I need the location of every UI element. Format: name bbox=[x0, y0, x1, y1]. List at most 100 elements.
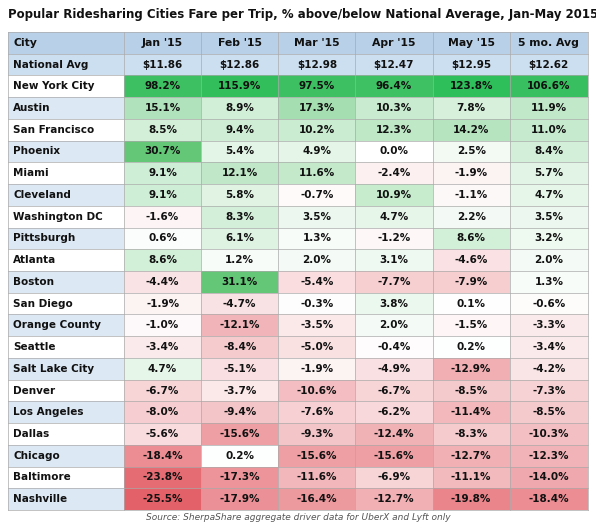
Bar bbox=[510, 445, 588, 467]
Bar bbox=[201, 380, 278, 401]
Text: -12.9%: -12.9% bbox=[451, 364, 491, 374]
Bar bbox=[124, 76, 201, 97]
Text: Feb '15: Feb '15 bbox=[218, 38, 262, 48]
Bar bbox=[433, 206, 510, 228]
Text: 0.2%: 0.2% bbox=[225, 451, 254, 461]
Bar bbox=[124, 467, 201, 488]
Bar bbox=[278, 467, 355, 488]
Bar bbox=[355, 184, 433, 206]
Text: -1.5%: -1.5% bbox=[455, 320, 488, 331]
Text: -23.8%: -23.8% bbox=[142, 473, 183, 483]
Bar bbox=[510, 206, 588, 228]
Bar bbox=[201, 184, 278, 206]
Bar bbox=[8, 336, 124, 358]
Bar bbox=[510, 32, 588, 54]
Text: Los Angeles: Los Angeles bbox=[13, 407, 83, 417]
Bar bbox=[278, 249, 355, 271]
Text: $12.86: $12.86 bbox=[219, 60, 260, 70]
Text: 0.6%: 0.6% bbox=[148, 233, 177, 243]
Text: -12.1%: -12.1% bbox=[219, 320, 260, 331]
Text: -25.5%: -25.5% bbox=[142, 494, 183, 504]
Bar bbox=[124, 228, 201, 249]
Text: 3.1%: 3.1% bbox=[380, 255, 408, 265]
Bar bbox=[355, 140, 433, 163]
Text: -1.0%: -1.0% bbox=[146, 320, 179, 331]
Text: -12.3%: -12.3% bbox=[529, 451, 569, 461]
Bar bbox=[278, 119, 355, 140]
Text: -3.5%: -3.5% bbox=[300, 320, 334, 331]
Bar bbox=[433, 54, 510, 76]
Text: -1.9%: -1.9% bbox=[146, 299, 179, 308]
Text: $12.98: $12.98 bbox=[297, 60, 337, 70]
Bar bbox=[510, 423, 588, 445]
Text: 3.2%: 3.2% bbox=[535, 233, 563, 243]
Bar bbox=[201, 163, 278, 184]
Text: 2.5%: 2.5% bbox=[457, 146, 486, 156]
Bar bbox=[124, 358, 201, 380]
Text: $11.86: $11.86 bbox=[142, 60, 183, 70]
Text: 8.3%: 8.3% bbox=[225, 212, 254, 222]
Text: -0.4%: -0.4% bbox=[377, 342, 411, 352]
Text: 10.9%: 10.9% bbox=[376, 190, 412, 200]
Text: -6.7%: -6.7% bbox=[377, 385, 411, 395]
Bar bbox=[124, 293, 201, 315]
Bar bbox=[278, 358, 355, 380]
Text: 14.2%: 14.2% bbox=[453, 125, 489, 135]
Bar bbox=[510, 119, 588, 140]
Text: Salt Lake City: Salt Lake City bbox=[13, 364, 94, 374]
Text: 11.6%: 11.6% bbox=[299, 168, 335, 178]
Bar bbox=[278, 140, 355, 163]
Text: 15.1%: 15.1% bbox=[144, 103, 181, 113]
Bar bbox=[510, 488, 588, 510]
Bar bbox=[201, 97, 278, 119]
Text: Washington DC: Washington DC bbox=[13, 212, 103, 222]
Bar bbox=[124, 488, 201, 510]
Text: Dallas: Dallas bbox=[13, 429, 49, 439]
Bar bbox=[433, 76, 510, 97]
Bar bbox=[8, 467, 124, 488]
Text: Baltimore: Baltimore bbox=[13, 473, 71, 483]
Text: Cleveland: Cleveland bbox=[13, 190, 71, 200]
Bar bbox=[8, 423, 124, 445]
Bar bbox=[124, 184, 201, 206]
Bar bbox=[355, 54, 433, 76]
Bar bbox=[433, 228, 510, 249]
Bar bbox=[278, 401, 355, 423]
Bar bbox=[201, 119, 278, 140]
Bar bbox=[278, 76, 355, 97]
Bar bbox=[201, 488, 278, 510]
Bar bbox=[278, 184, 355, 206]
Text: -17.3%: -17.3% bbox=[219, 473, 260, 483]
Bar bbox=[124, 445, 201, 467]
Bar bbox=[510, 54, 588, 76]
Text: -15.6%: -15.6% bbox=[219, 429, 260, 439]
Text: -0.6%: -0.6% bbox=[532, 299, 566, 308]
Text: 12.1%: 12.1% bbox=[222, 168, 258, 178]
Text: 4.7%: 4.7% bbox=[148, 364, 177, 374]
Text: -1.9%: -1.9% bbox=[300, 364, 333, 374]
Bar bbox=[433, 445, 510, 467]
Text: -4.2%: -4.2% bbox=[532, 364, 566, 374]
Text: 4.7%: 4.7% bbox=[534, 190, 563, 200]
Bar bbox=[278, 445, 355, 467]
Bar bbox=[433, 271, 510, 293]
Bar bbox=[201, 358, 278, 380]
Bar bbox=[510, 380, 588, 401]
Bar bbox=[124, 315, 201, 336]
Text: -0.7%: -0.7% bbox=[300, 190, 334, 200]
Bar bbox=[433, 488, 510, 510]
Bar bbox=[201, 315, 278, 336]
Text: 8.5%: 8.5% bbox=[148, 125, 177, 135]
Bar bbox=[355, 76, 433, 97]
Text: May '15: May '15 bbox=[448, 38, 495, 48]
Bar bbox=[355, 293, 433, 315]
Bar bbox=[433, 32, 510, 54]
Text: $12.47: $12.47 bbox=[374, 60, 414, 70]
Bar bbox=[510, 336, 588, 358]
Text: 8.9%: 8.9% bbox=[225, 103, 254, 113]
Text: Source: SherpaShare aggregate driver data for UberX and Lyft only: Source: SherpaShare aggregate driver dat… bbox=[145, 513, 451, 522]
Text: -3.4%: -3.4% bbox=[146, 342, 179, 352]
Text: 0.2%: 0.2% bbox=[457, 342, 486, 352]
Text: 11.0%: 11.0% bbox=[530, 125, 567, 135]
Bar bbox=[510, 76, 588, 97]
